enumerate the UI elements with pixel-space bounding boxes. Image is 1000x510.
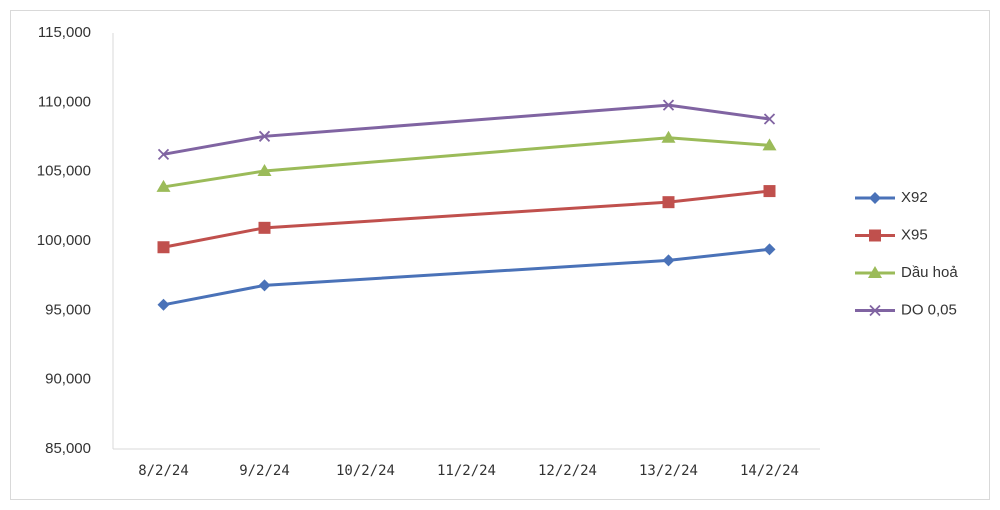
x-tick-label: 9/2/24 bbox=[239, 463, 290, 479]
legend-marker bbox=[869, 192, 881, 204]
y-tick-label: 105,000 bbox=[37, 163, 91, 180]
legend-marker bbox=[869, 229, 881, 242]
marker bbox=[258, 279, 271, 292]
marker bbox=[662, 254, 675, 267]
series-line bbox=[163, 103, 770, 156]
legend-label: X95 bbox=[901, 226, 928, 243]
x-tick-label: 11/2/24 bbox=[437, 463, 496, 479]
y-tick-label: 90,000 bbox=[45, 371, 91, 388]
legend-label: DO 0,05 bbox=[901, 301, 957, 318]
series-line bbox=[163, 189, 770, 249]
x-tick-label: 10/2/24 bbox=[336, 463, 395, 479]
x-tick-label: 13/2/24 bbox=[639, 463, 698, 479]
marker bbox=[257, 163, 272, 176]
marker bbox=[763, 243, 776, 256]
marker bbox=[157, 298, 170, 311]
marker bbox=[157, 241, 170, 254]
y-tick-label: 85,000 bbox=[45, 440, 91, 457]
marker bbox=[661, 130, 676, 143]
marker bbox=[258, 221, 271, 234]
chart-border bbox=[10, 10, 990, 500]
legend-label: X92 bbox=[901, 189, 928, 206]
x-tick-label: 14/2/24 bbox=[740, 463, 799, 479]
marker bbox=[258, 130, 271, 142]
y-tick-label: 100,000 bbox=[37, 232, 91, 249]
marker bbox=[762, 138, 777, 151]
marker bbox=[156, 179, 171, 192]
y-tick-label: 115,000 bbox=[38, 24, 91, 41]
marker bbox=[157, 148, 170, 160]
x-tick-label: 8/2/24 bbox=[138, 463, 189, 479]
legend-marker bbox=[868, 266, 882, 278]
marker bbox=[763, 113, 776, 125]
series-line bbox=[163, 247, 770, 307]
y-tick-label: 95,000 bbox=[45, 301, 91, 318]
marker bbox=[662, 196, 675, 209]
legend-marker bbox=[869, 304, 881, 317]
legend-label: Dầu hoả bbox=[901, 264, 958, 281]
y-tick-label: 110,000 bbox=[38, 93, 91, 110]
marker bbox=[662, 99, 675, 111]
x-tick-label: 12/2/24 bbox=[538, 463, 597, 479]
series-line bbox=[163, 136, 770, 189]
marker bbox=[763, 185, 776, 198]
